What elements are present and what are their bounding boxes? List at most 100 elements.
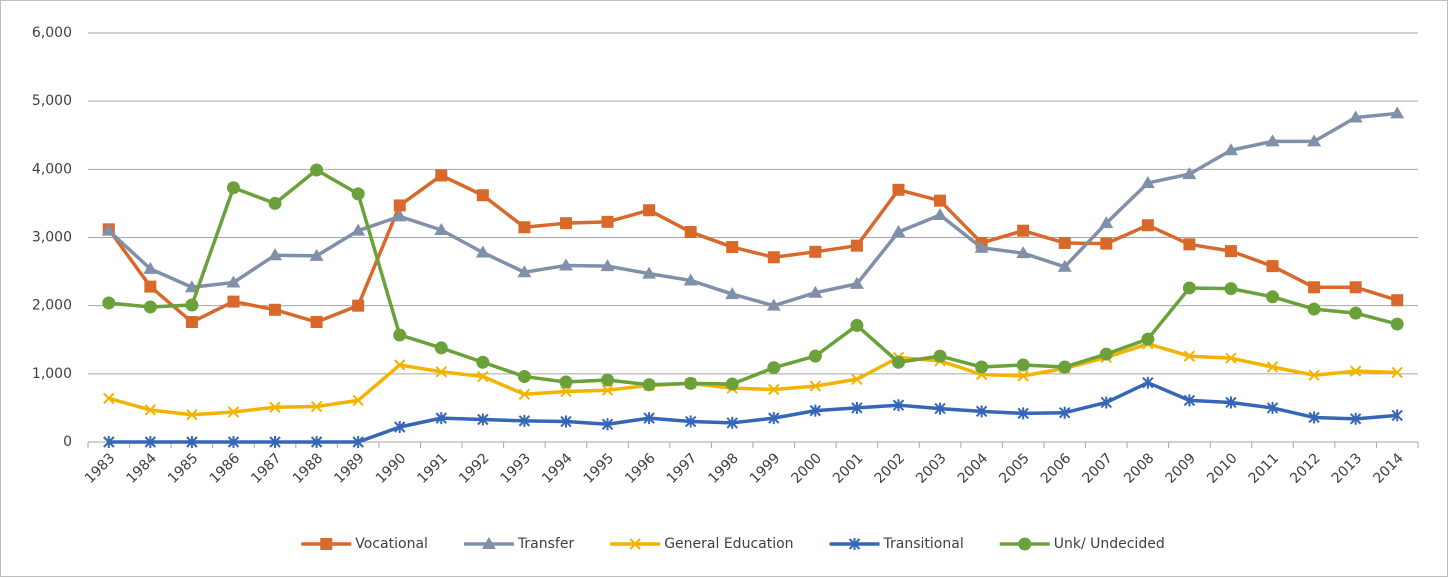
marker — [1017, 370, 1029, 382]
marker — [975, 360, 989, 374]
marker — [476, 189, 489, 202]
marker — [102, 296, 116, 310]
marker — [1308, 369, 1320, 381]
marker — [1017, 407, 1029, 420]
marker — [477, 413, 489, 426]
marker — [809, 404, 822, 417]
marker — [309, 248, 324, 261]
marker — [393, 328, 407, 342]
marker — [185, 298, 199, 312]
marker — [352, 299, 365, 312]
marker — [1349, 365, 1362, 377]
marker — [559, 375, 573, 389]
y-tick-label: 0 — [63, 434, 72, 450]
marker — [1016, 358, 1030, 372]
marker — [1266, 401, 1279, 414]
series-line — [108, 380, 1398, 444]
marker — [517, 370, 531, 384]
marker — [1059, 406, 1071, 419]
marker — [144, 436, 157, 448]
marker — [684, 226, 697, 239]
marker — [933, 349, 947, 363]
marker — [1390, 106, 1405, 119]
marker — [849, 276, 864, 289]
marker — [1266, 361, 1279, 373]
marker — [684, 376, 698, 390]
series-line — [108, 342, 1398, 417]
marker — [1224, 245, 1237, 258]
marker — [725, 377, 739, 391]
marker — [1142, 376, 1154, 389]
marker — [435, 169, 448, 182]
marker — [1182, 167, 1197, 180]
marker — [517, 265, 532, 278]
marker — [144, 280, 157, 293]
marker — [143, 300, 157, 314]
marker — [103, 392, 115, 405]
series-line — [107, 173, 1398, 324]
marker — [269, 303, 282, 316]
marker — [518, 388, 531, 400]
marker — [351, 223, 366, 236]
marker — [227, 406, 240, 418]
legend-label: Transitional — [883, 536, 964, 552]
marker — [892, 183, 905, 196]
marker — [642, 266, 657, 279]
marker — [227, 295, 240, 308]
marker — [1099, 216, 1114, 229]
marker — [1183, 350, 1196, 362]
marker — [558, 258, 573, 271]
marker — [643, 204, 656, 217]
legend-label: Vocational — [355, 536, 428, 552]
marker — [1100, 396, 1112, 409]
marker — [1058, 236, 1071, 249]
marker — [351, 187, 365, 201]
marker — [974, 240, 989, 253]
marker — [103, 436, 115, 448]
marker — [477, 370, 489, 383]
y-tick-label: 5,000 — [32, 93, 72, 109]
marker — [850, 239, 863, 252]
marker — [268, 248, 283, 261]
marker — [1224, 282, 1238, 296]
marker — [559, 217, 572, 230]
legend-label: Transfer — [517, 536, 575, 552]
marker — [1307, 134, 1322, 147]
marker — [1266, 260, 1279, 273]
marker — [1307, 302, 1321, 316]
y-tick-label: 2,000 — [32, 298, 72, 314]
marker — [144, 404, 157, 416]
marker — [394, 421, 406, 434]
marker — [767, 251, 780, 264]
marker — [643, 412, 655, 425]
marker — [1099, 347, 1113, 361]
y-tick-label: 6,000 — [32, 25, 72, 41]
marker — [726, 416, 738, 429]
marker — [1349, 412, 1362, 425]
marker — [892, 399, 905, 412]
marker — [143, 261, 158, 274]
marker — [1018, 537, 1032, 551]
marker — [768, 383, 780, 396]
marker — [1057, 259, 1072, 272]
marker — [435, 412, 447, 425]
marker — [1308, 411, 1320, 424]
marker — [601, 384, 614, 396]
marker — [809, 380, 822, 392]
marker — [226, 275, 241, 288]
marker — [518, 221, 531, 234]
y-tick-label: 4,000 — [32, 161, 72, 177]
marker — [601, 215, 614, 228]
marker — [808, 285, 823, 298]
marker — [1100, 237, 1113, 250]
marker — [975, 405, 988, 418]
marker — [310, 316, 323, 329]
marker — [475, 245, 490, 258]
marker — [435, 366, 447, 378]
marker — [393, 199, 406, 212]
marker — [601, 418, 614, 431]
marker — [1223, 143, 1238, 156]
marker — [186, 409, 198, 421]
marker — [1058, 360, 1072, 374]
marker — [1140, 175, 1155, 188]
